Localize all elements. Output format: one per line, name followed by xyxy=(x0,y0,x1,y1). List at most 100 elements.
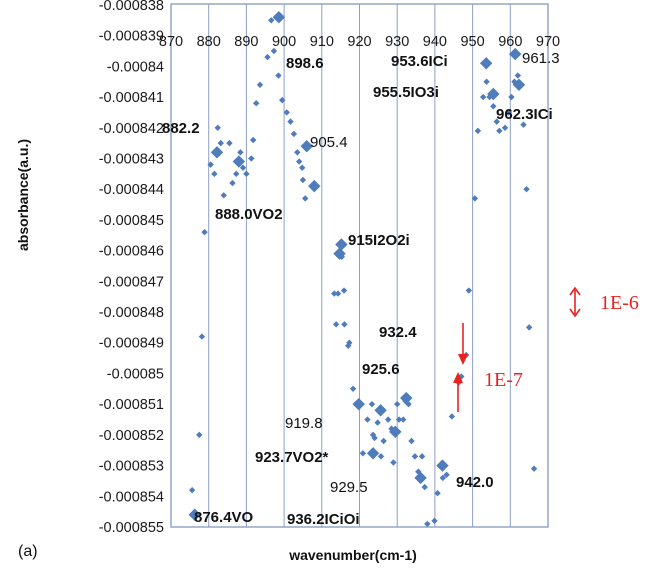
data-point-labeled xyxy=(366,447,380,460)
x-tick-label: 940 xyxy=(423,34,447,50)
y-tick-label: -0.000843 xyxy=(99,151,164,167)
x-tick-label: 910 xyxy=(310,34,334,50)
data-point xyxy=(474,127,482,135)
data-point xyxy=(275,72,282,79)
data-point-labeled xyxy=(509,47,522,61)
x-tick-label: 890 xyxy=(234,34,258,50)
data-point-labeled xyxy=(232,155,246,168)
data-point-labeled xyxy=(400,391,413,405)
data-point xyxy=(374,419,381,426)
scale-label-1e-6: 1E-6 xyxy=(600,292,639,314)
peak-annotation: 962.3ICi xyxy=(496,106,553,123)
data-point xyxy=(390,459,397,466)
data-point-labeled xyxy=(374,404,387,417)
y-tick-label: -0.000845 xyxy=(99,213,164,229)
data-point xyxy=(295,158,303,165)
data-point xyxy=(290,130,298,138)
data-point xyxy=(384,416,392,423)
data-point xyxy=(448,413,456,420)
y-tick-label: -0.000848 xyxy=(99,305,164,321)
data-point-labeled xyxy=(352,397,365,411)
data-point xyxy=(268,17,275,24)
data-point xyxy=(248,155,255,162)
peak-annotation: 882.2 xyxy=(162,120,200,137)
y-tick-label: -0.00084 xyxy=(107,59,164,75)
data-point-labeled xyxy=(436,459,449,472)
data-point xyxy=(514,72,522,79)
data-point xyxy=(298,164,306,171)
data-point xyxy=(196,431,203,439)
x-tick-label: 930 xyxy=(385,34,409,50)
y-tick-label: -0.00085 xyxy=(107,366,164,382)
peak-annotation: 876.4VO xyxy=(194,509,254,526)
data-point xyxy=(530,465,538,472)
peak-annotation: 905.4 xyxy=(310,134,348,151)
scale-marker-1e-7-arrow-down xyxy=(458,323,468,365)
y-tick-label: -0.000846 xyxy=(99,244,164,260)
data-point xyxy=(364,416,371,423)
data-point xyxy=(243,170,250,178)
data-point xyxy=(253,100,260,107)
peak-annotation: 888.0VO2 xyxy=(215,206,283,223)
data-point xyxy=(486,93,493,101)
peak-annotation: 915I2O2i xyxy=(348,232,410,249)
y-tick-label: -0.000844 xyxy=(99,182,164,198)
data-point xyxy=(380,437,387,445)
data-point xyxy=(226,139,233,147)
peak-annotation: 936.2ICiOi xyxy=(287,511,360,528)
peak-annotation: 925.6 xyxy=(362,361,400,378)
data-point xyxy=(479,93,487,101)
data-point-labeled xyxy=(479,57,493,70)
data-point xyxy=(294,149,301,156)
data-point xyxy=(434,490,441,497)
data-point xyxy=(331,290,338,297)
data-point xyxy=(368,400,376,408)
data-point xyxy=(431,517,438,525)
data-point xyxy=(207,161,214,168)
data-point-labeled xyxy=(333,247,346,260)
data-point-labeled xyxy=(300,139,313,153)
data-point xyxy=(217,139,224,147)
data-point xyxy=(465,287,473,294)
x-tick-label: 870 xyxy=(159,34,183,50)
data-point xyxy=(340,287,348,294)
data-point xyxy=(334,290,342,297)
peak-annotation: 919.8 xyxy=(285,415,323,432)
panel-label: (a) xyxy=(18,543,38,560)
y-axis-title: absorbance(a.u.) xyxy=(15,139,31,251)
data-point-labeled xyxy=(188,508,201,521)
data-point xyxy=(239,164,247,171)
data-point xyxy=(483,78,490,85)
data-point-labeled xyxy=(389,425,402,438)
data-point xyxy=(418,453,426,460)
y-tick-label: -0.000838 xyxy=(99,0,164,14)
plot-area-frame xyxy=(170,3,549,528)
peak-annotation: 961.3 xyxy=(522,50,560,67)
data-point xyxy=(359,450,367,457)
data-point xyxy=(349,385,357,393)
data-point xyxy=(523,185,530,193)
data-point xyxy=(188,486,196,494)
peak-annotation: 929.5 xyxy=(330,479,368,496)
data-point xyxy=(471,195,479,202)
data-point xyxy=(505,109,512,116)
y-tick-label: -0.000854 xyxy=(99,489,164,505)
data-point-labeled xyxy=(308,179,321,193)
x-tick-label: 950 xyxy=(460,34,484,50)
data-point xyxy=(439,474,447,482)
data-point xyxy=(511,78,518,85)
data-point xyxy=(237,149,244,156)
data-point-labeled xyxy=(335,238,348,251)
y-tick-label: -0.000849 xyxy=(99,336,164,352)
data-point xyxy=(279,96,286,104)
y-tick-label: -0.000851 xyxy=(99,397,164,413)
data-point xyxy=(229,179,236,187)
peak-annotation: 932.4 xyxy=(379,324,417,341)
data-point xyxy=(264,53,271,61)
y-tick-label: -0.000842 xyxy=(99,121,164,137)
data-points xyxy=(188,11,538,528)
data-point xyxy=(201,228,208,236)
data-point xyxy=(287,118,294,125)
y-tick-label: -0.000841 xyxy=(99,90,164,106)
